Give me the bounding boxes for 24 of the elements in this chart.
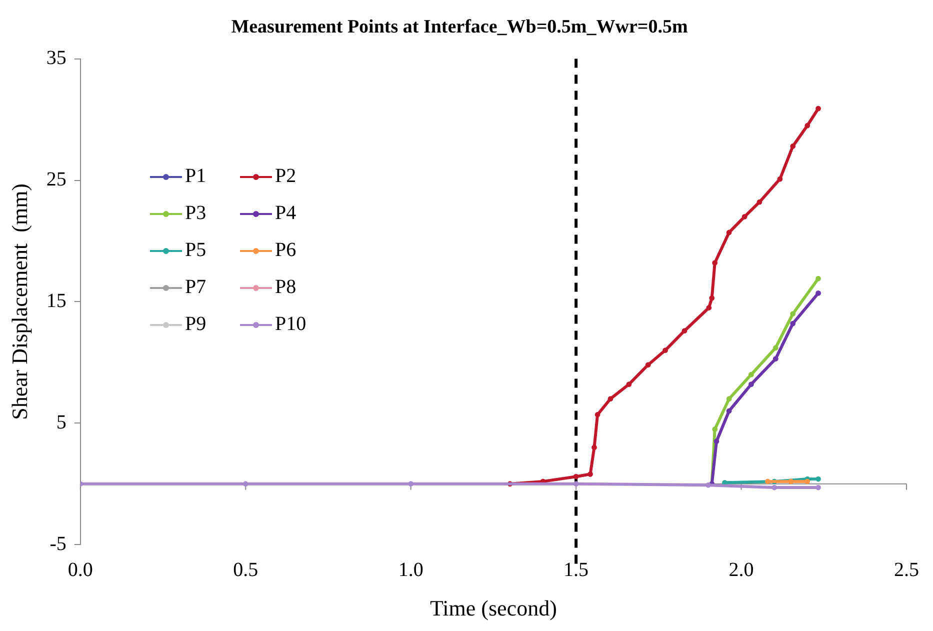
x-axis-title: Time (second) [430,596,557,621]
legend-label: P3 [185,202,206,225]
legend-label: P2 [275,165,296,188]
legend-label: P7 [185,276,206,299]
legend-label: P10 [275,313,306,336]
legend-label: P9 [185,313,206,336]
legend-label: P4 [275,202,296,225]
y-axis-title: Shear Displacement (mm) [6,183,32,420]
chart-title: Measurement Points at Interface_Wb=0.5m_Wwr=0.5m [231,16,688,38]
x-tick-label: 0.5 [233,558,258,581]
x-tick-label: 2.5 [894,558,919,581]
legend-label: P1 [185,165,206,188]
y-tick-label: 5 [56,411,66,434]
legend-label: P6 [275,239,296,262]
y-tick-label: 25 [46,168,66,190]
x-tick-label: 1.0 [398,558,424,581]
y-tick-label: 35 [46,47,66,70]
legend-label: P8 [275,276,296,299]
x-tick-label: 2.0 [728,558,754,581]
x-tick-label: 1.5 [564,558,589,581]
y-tick-label: -5 [50,532,66,555]
legend-label: P5 [185,239,206,262]
y-tick-label: 15 [46,290,66,312]
x-tick-label: 0.0 [68,558,93,581]
